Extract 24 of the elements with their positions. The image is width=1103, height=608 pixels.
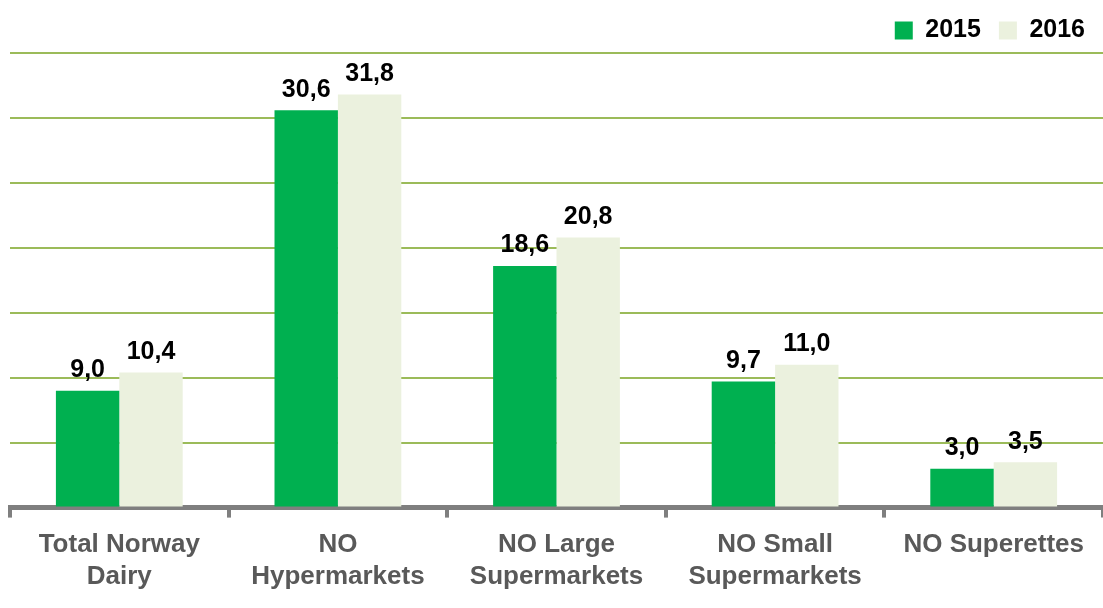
bar	[775, 364, 839, 507]
bar	[274, 110, 338, 507]
legend-label: 2015	[925, 14, 981, 43]
data-label: 9,7	[726, 345, 761, 373]
bar	[556, 237, 620, 507]
bar	[337, 94, 402, 507]
bar	[930, 468, 994, 507]
x-tick-label: NO Large Supermarkets	[469, 528, 644, 590]
legend-label: 2016	[1029, 14, 1086, 43]
data-label: 30,6	[281, 73, 331, 102]
data-label: 31,8	[345, 57, 395, 86]
x-tick-label: NO Superettes	[903, 528, 1084, 559]
x-tick-label: NO Small Supermarkets	[688, 528, 862, 590]
data-label: 10,4	[126, 335, 176, 364]
data-label: 11,0	[783, 328, 831, 357]
bar	[119, 372, 183, 507]
bar	[993, 462, 1058, 507]
x-tick-label: Total Norway Dairy	[38, 528, 201, 590]
bar	[711, 381, 776, 507]
x-tick-label: NO Hypermarkets	[251, 528, 425, 590]
bar	[493, 266, 557, 507]
bar	[55, 390, 120, 507]
data-label: 20,8	[563, 200, 613, 229]
data-label: 9,0	[70, 354, 105, 383]
